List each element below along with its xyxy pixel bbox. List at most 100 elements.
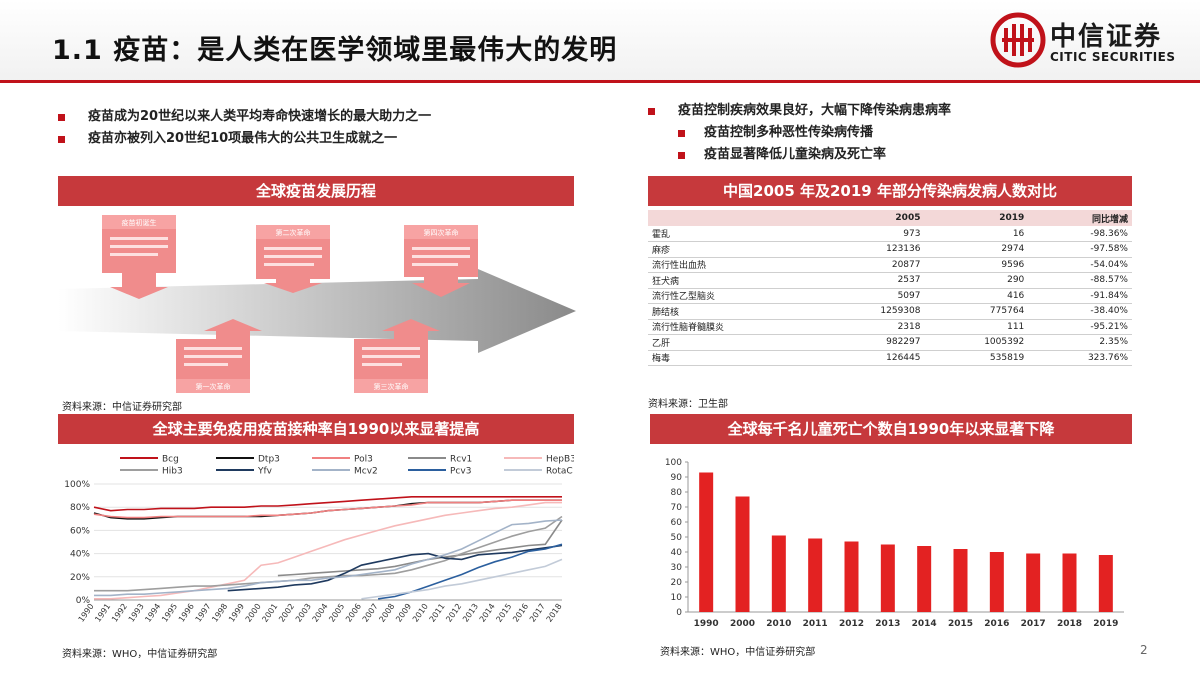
bar-2011 <box>808 538 823 612</box>
table-row: 麻疹 123136 2974 -97.58% <box>648 241 1132 258</box>
table-row: 肺结核 1259308 775764 -38.40% <box>648 303 1132 320</box>
x-tick-label: 2019 <box>1093 619 1118 629</box>
callout-label: 第三次革命 <box>374 382 409 391</box>
y-tick-label: 0% <box>76 596 91 606</box>
vaccination-line-chart: Bcg Dtp3 Pol3 Rcv1 HepB3 Hib3 Yfv Mcv2 Pcv3 RotaC… <box>64 455 574 624</box>
y-tick-label: 20 <box>671 578 683 588</box>
table-cell: -98.36% <box>1028 226 1132 242</box>
x-tick-label: 2016 <box>984 619 1009 629</box>
series-line-hepb3 <box>94 501 562 600</box>
right-bullet-list: 疫苗控制疾病效果良好，大幅下降传染病患病率 疫苗控制多种恶性传染病传播 疫苗显著… <box>648 100 951 166</box>
bar-2000 <box>735 496 750 612</box>
y-tick-label: 80% <box>70 503 90 513</box>
x-tick-label: 2017 <box>1021 619 1046 629</box>
legend-label: Rcv1 <box>450 455 472 465</box>
page-title: 1.1 疫苗：是人类在医学领域里最伟大的发明 <box>52 35 618 66</box>
table-cell: 2537 <box>820 272 925 289</box>
x-tick-label: 2013 <box>875 619 900 629</box>
x-tick-label: 2000 <box>244 602 263 624</box>
legend-label: Mcv2 <box>354 467 378 477</box>
table-header-cell: 2005 <box>820 210 925 226</box>
table-cell: 982297 <box>820 334 925 351</box>
legend-label: Yfv <box>257 467 273 477</box>
x-tick-label: 2010 <box>766 619 791 629</box>
x-tick-label: 2015 <box>494 602 513 624</box>
table-cell: -95.21% <box>1028 319 1132 335</box>
bar-2019 <box>1098 555 1113 612</box>
table-cell: 9596 <box>924 257 1029 273</box>
x-tick-label: 2002 <box>277 602 296 624</box>
x-tick-label: 2012 <box>444 602 463 624</box>
table-cell: 麻疹 <box>648 241 821 258</box>
bar-2016 <box>989 552 1004 612</box>
series-line-mcv2 <box>94 519 563 597</box>
table-row: 狂犬病 2537 290 -88.57% <box>648 272 1132 289</box>
x-tick-label: 2010 <box>411 602 430 624</box>
table-cell: 111 <box>924 319 1029 335</box>
bar-chart-banner: 全球每千名儿童死亡个数自1990年以来显著下降 <box>650 414 1132 444</box>
table-cell: 2974 <box>924 241 1029 258</box>
y-tick-label: 70 <box>671 503 683 513</box>
table-cell: 535819 <box>924 350 1029 366</box>
table-cell: 肺结核 <box>648 303 821 320</box>
table-cell: -38.40% <box>1028 303 1132 320</box>
table-cell: 1005392 <box>924 334 1029 351</box>
series-line-bcg <box>93 496 562 512</box>
vaccine-timeline: 疫苗初诞生 第二次革命 第四次革命 <box>58 207 580 397</box>
table-row: 流行性乙型脑炎 5097 416 -91.84% <box>648 288 1132 304</box>
legend-label: Dtp3 <box>258 455 280 465</box>
x-tick-label: 2014 <box>478 602 497 624</box>
series-line-yfv <box>227 544 563 592</box>
series-line-pol3 <box>93 499 562 519</box>
table-row: 霍乱 973 16 -98.36% <box>648 226 1132 242</box>
bar-chart-source: 资料来源：WHO，中信证券研究部 <box>660 647 816 658</box>
bullet-item: 疫苗控制疾病效果良好，大幅下降传染病患病率 <box>648 100 951 122</box>
x-tick-label: 1995 <box>160 602 179 624</box>
table-cell: 973 <box>820 226 925 242</box>
table-cell: 126445 <box>820 350 925 366</box>
table-cell: 流行性脑脊髓膜炎 <box>648 319 821 335</box>
y-tick-label: 40 <box>671 548 683 558</box>
legend-label: Hib3 <box>162 467 183 477</box>
table-header-row: 2005 2019 同比增减 <box>648 210 1132 226</box>
table-banner: 中国2005 年及2019 年部分传染病发病人数对比 <box>648 176 1132 206</box>
bar-2013 <box>880 544 895 612</box>
table-cell: 16 <box>924 226 1029 242</box>
y-tick-label: 60 <box>671 518 683 528</box>
x-tick-label: 2013 <box>461 602 480 624</box>
y-tick-label: 100% <box>64 480 90 490</box>
callout-label: 第一次革命 <box>196 382 231 391</box>
table-cell: 290 <box>924 272 1029 289</box>
citic-emblem-icon <box>990 12 1046 68</box>
y-tick-label: 30 <box>671 563 683 573</box>
x-tick-label: 2018 <box>1057 619 1082 629</box>
x-tick-label: 2015 <box>948 619 973 629</box>
table-cell: -54.04% <box>1028 257 1132 273</box>
brand-logo: 中信证券 CITIC SECURITIES <box>990 12 1180 72</box>
table-source: 资料来源：卫生部 <box>648 399 728 410</box>
timeline-callout: 第一次革命 <box>176 319 262 393</box>
table-cell: 流行性出血热 <box>648 257 821 273</box>
bar-2014 <box>917 546 932 612</box>
page-number: 2 <box>1140 643 1148 657</box>
legend-label: Pcv3 <box>450 467 471 477</box>
x-tick-label: 1994 <box>143 602 162 624</box>
table-cell: 2.35% <box>1028 334 1132 351</box>
table-header-cell: 2019 <box>924 210 1029 226</box>
table-cell: 5097 <box>820 288 925 304</box>
x-tick-label: 2007 <box>361 602 380 624</box>
timeline-banner: 全球疫苗发展历程 <box>58 176 574 206</box>
x-tick-label: 1997 <box>194 602 213 624</box>
x-tick-label: 2011 <box>428 602 447 624</box>
bullet-item: 疫苗成为20世纪以来人类平均寿命快速增长的最大助力之一 <box>58 106 431 128</box>
x-tick-label: 1991 <box>93 602 112 624</box>
table-cell: 416 <box>924 288 1029 304</box>
y-tick-label: 20% <box>70 573 90 583</box>
x-tick-label: 2000 <box>730 619 755 629</box>
x-tick-label: 2004 <box>311 602 330 624</box>
x-tick-label: 2006 <box>344 602 363 624</box>
callout-label: 第二次革命 <box>276 228 311 237</box>
timeline-callout: 第二次革命 <box>256 225 330 293</box>
legend-label: RotaC <box>546 467 573 477</box>
bar-2010 <box>771 535 786 612</box>
